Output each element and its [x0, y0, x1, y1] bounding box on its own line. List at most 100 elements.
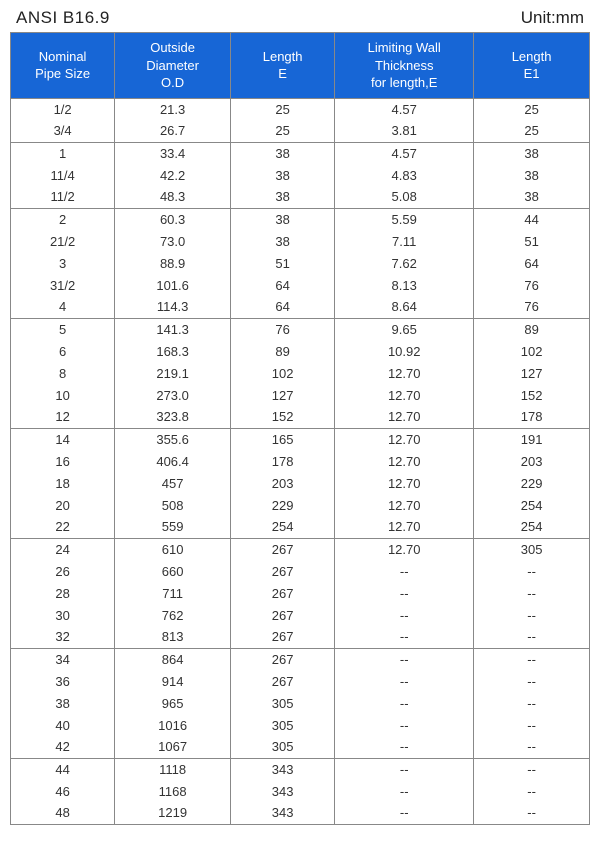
table-cell: 33.4	[115, 142, 231, 164]
table-cell: 203	[231, 472, 335, 494]
table-cell: 46	[11, 780, 115, 802]
table-cell: 38	[231, 164, 335, 186]
table-row: 11/248.3385.0838	[11, 186, 590, 208]
table-row: 1/221.3254.5725	[11, 98, 590, 120]
table-cell: 102	[231, 362, 335, 384]
table-cell: --	[474, 648, 590, 670]
table-cell: 406.4	[115, 450, 231, 472]
table-cell: 229	[474, 472, 590, 494]
table-cell: 89	[474, 318, 590, 340]
table-cell: 254	[474, 516, 590, 538]
table-cell: 914	[115, 670, 231, 692]
table-cell: 11/4	[11, 164, 115, 186]
table-cell: 864	[115, 648, 231, 670]
table-cell: 44	[11, 758, 115, 780]
table-cell: 267	[231, 670, 335, 692]
table-cell: 343	[231, 758, 335, 780]
table-cell: 21/2	[11, 230, 115, 252]
table-cell: 102	[474, 340, 590, 362]
table-row: 5141.3769.6589	[11, 318, 590, 340]
column-header-3: Limiting WallThicknessfor length,E	[335, 33, 474, 99]
table-cell: 16	[11, 450, 115, 472]
table-cell: 152	[231, 406, 335, 428]
table-cell: 12.70	[335, 384, 474, 406]
table-cell: 42	[11, 736, 115, 758]
table-cell: 7.62	[335, 252, 474, 274]
table-cell: 64	[474, 252, 590, 274]
table-row: 2050822912.70254	[11, 494, 590, 516]
table-cell: 25	[474, 120, 590, 142]
table-row: 441118343----	[11, 758, 590, 780]
table-cell: 152	[474, 384, 590, 406]
table-header: NominalPipe SizeOutsideDiameterO.DLength…	[11, 33, 590, 99]
table-cell: 165	[231, 428, 335, 450]
table-cell: --	[474, 626, 590, 648]
table-cell: --	[335, 648, 474, 670]
table-cell: 5.59	[335, 208, 474, 230]
table-cell: 4.57	[335, 142, 474, 164]
table-cell: 12.70	[335, 538, 474, 560]
table-cell: --	[474, 604, 590, 626]
table-cell: 31/2	[11, 274, 115, 296]
table-cell: 254	[474, 494, 590, 516]
table-cell: 18	[11, 472, 115, 494]
table-row: 36914267----	[11, 670, 590, 692]
table-cell: 28	[11, 582, 115, 604]
table-cell: 25	[231, 98, 335, 120]
table-cell: 1118	[115, 758, 231, 780]
table-cell: --	[474, 714, 590, 736]
table-row: 1845720312.70229	[11, 472, 590, 494]
table-cell: 8	[11, 362, 115, 384]
table-cell: 203	[474, 450, 590, 472]
table-cell: 21.3	[115, 98, 231, 120]
table-cell: 51	[231, 252, 335, 274]
table-cell: 12.70	[335, 516, 474, 538]
table-cell: 44	[474, 208, 590, 230]
column-header-2: LengthE	[231, 33, 335, 99]
table-cell: 1/2	[11, 98, 115, 120]
table-row: 32813267----	[11, 626, 590, 648]
table-cell: 343	[231, 780, 335, 802]
table-row: 12323.815212.70178	[11, 406, 590, 428]
table-cell: 323.8	[115, 406, 231, 428]
table-cell: 25	[474, 98, 590, 120]
table-cell: 12.70	[335, 428, 474, 450]
table-cell: 14	[11, 428, 115, 450]
table-cell: 64	[231, 274, 335, 296]
table-cell: 12.70	[335, 494, 474, 516]
table-cell: --	[335, 560, 474, 582]
table-cell: 22	[11, 516, 115, 538]
table-cell: 48.3	[115, 186, 231, 208]
table-cell: 60.3	[115, 208, 231, 230]
table-cell: 660	[115, 560, 231, 582]
table-cell: 5	[11, 318, 115, 340]
table-cell: 38	[474, 164, 590, 186]
table-cell: 34	[11, 648, 115, 670]
table-row: 31/2101.6648.1376	[11, 274, 590, 296]
table-cell: 88.9	[115, 252, 231, 274]
table-cell: 26	[11, 560, 115, 582]
table-cell: --	[335, 802, 474, 824]
table-cell: 24	[11, 538, 115, 560]
table-cell: 10.92	[335, 340, 474, 362]
table-cell: --	[335, 736, 474, 758]
table-row: 481219343----	[11, 802, 590, 824]
table-row: 34864267----	[11, 648, 590, 670]
table-cell: --	[474, 582, 590, 604]
table-cell: 12	[11, 406, 115, 428]
pipe-dimensions-table: NominalPipe SizeOutsideDiameterO.DLength…	[10, 32, 590, 825]
table-cell: 267	[231, 582, 335, 604]
table-cell: 38	[11, 692, 115, 714]
table-row: 421067305----	[11, 736, 590, 758]
table-cell: 38	[474, 142, 590, 164]
table-cell: 12.70	[335, 406, 474, 428]
table-row: 30762267----	[11, 604, 590, 626]
table-cell: 38	[474, 186, 590, 208]
table-row: 3/426.7253.8125	[11, 120, 590, 142]
table-cell: 178	[474, 406, 590, 428]
table-cell: 3.81	[335, 120, 474, 142]
table-cell: 76	[474, 296, 590, 318]
table-cell: 4	[11, 296, 115, 318]
table-cell: 1067	[115, 736, 231, 758]
table-cell: 7.11	[335, 230, 474, 252]
